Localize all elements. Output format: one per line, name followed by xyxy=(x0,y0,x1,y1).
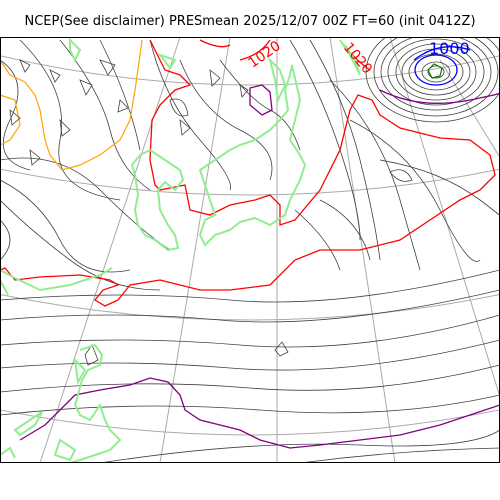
coastline-main xyxy=(130,148,185,252)
coastline-east xyxy=(198,64,307,247)
coastline-southwest xyxy=(69,343,122,463)
small-contours xyxy=(9,59,249,166)
coastline-island-1 xyxy=(73,357,87,386)
longitude-line xyxy=(389,37,500,399)
coastline-northeast xyxy=(339,39,361,76)
isobar-990 xyxy=(427,63,443,79)
coastline-west-2 xyxy=(0,279,9,296)
isobar-1000-arc xyxy=(413,46,471,61)
isobar-1030-small xyxy=(249,84,273,116)
coastline-island-2 xyxy=(13,411,43,437)
longitude-line xyxy=(39,37,181,463)
coastline-west xyxy=(0,267,113,292)
low-pressure-center xyxy=(365,37,500,123)
isobar-1010-orange-2 xyxy=(0,94,21,146)
latitude-circle xyxy=(0,55,500,86)
longitude-line xyxy=(159,37,231,463)
isobar-1010-orange xyxy=(0,39,143,171)
isobar-1010 xyxy=(379,89,500,104)
coastline-nw xyxy=(69,37,82,63)
isobar-1030 xyxy=(19,377,500,449)
latitude-circle xyxy=(0,168,500,196)
contour-label-1000: 1000 xyxy=(429,39,470,58)
map-panel: 1000 1020 1020 xyxy=(0,37,500,463)
coastline-island-3 xyxy=(53,438,77,462)
contour-label-1020-a: 1020 xyxy=(246,38,284,72)
coastlines xyxy=(0,37,361,463)
coastline-island-4 xyxy=(0,446,16,459)
coastline-sea-ice xyxy=(157,53,177,70)
latitude-circle xyxy=(0,293,500,321)
isobar-1000 xyxy=(414,54,458,86)
longitude-line xyxy=(439,59,500,159)
coastline-north xyxy=(268,56,287,104)
figure-title: NCEP(See disclaimer) PRESmean 2025/12/07… xyxy=(24,14,476,29)
